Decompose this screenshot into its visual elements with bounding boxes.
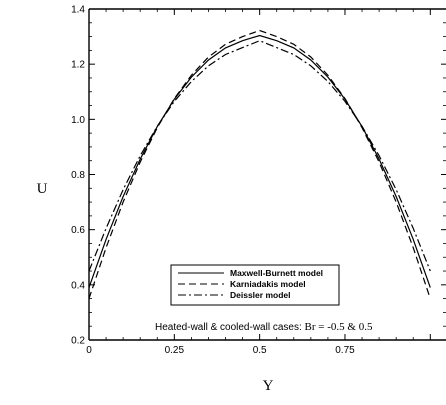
y-tick-label: 0.4	[71, 280, 85, 291]
x-tick-label: 0.25	[165, 345, 185, 356]
legend-label: Maxwell-Burnett model	[230, 268, 323, 278]
y-tick-label: 0.8	[71, 170, 85, 181]
x-tick-label: 0	[86, 345, 92, 356]
series-line-3	[89, 40, 431, 272]
legend-label: Deissler model	[230, 290, 290, 300]
x-axis-title: Y	[263, 378, 274, 394]
annotation-value: Br = -0.5 & 0.5	[305, 321, 373, 333]
x-tick-label: 0.5	[253, 345, 267, 356]
y-axis-title: U	[37, 181, 48, 197]
y-tick-label: 1.2	[71, 60, 85, 71]
y-tick-label: 1.0	[71, 115, 85, 126]
y-tick-label: 0.6	[71, 225, 85, 236]
series-line-1	[89, 34, 431, 288]
annotation-prefix: Heated-wall & cooled-wall cases:	[155, 322, 305, 333]
y-tick-label: 0.2	[71, 336, 85, 347]
annotation-text: Heated-wall & cooled-wall cases: Br = -0…	[155, 321, 373, 333]
y-tick-label: 1.4	[71, 5, 85, 16]
tick-labels: 0.2 0.4 0.6 0.8 1.0 1.2 1.4 0 0.25 0.5 0.75	[71, 5, 355, 357]
series-group	[89, 29, 431, 299]
series-line-2	[89, 29, 431, 299]
legend-label: Karniadakis model	[230, 279, 306, 289]
legend-box	[170, 264, 340, 306]
x-tick-label: 0.75	[335, 345, 355, 356]
